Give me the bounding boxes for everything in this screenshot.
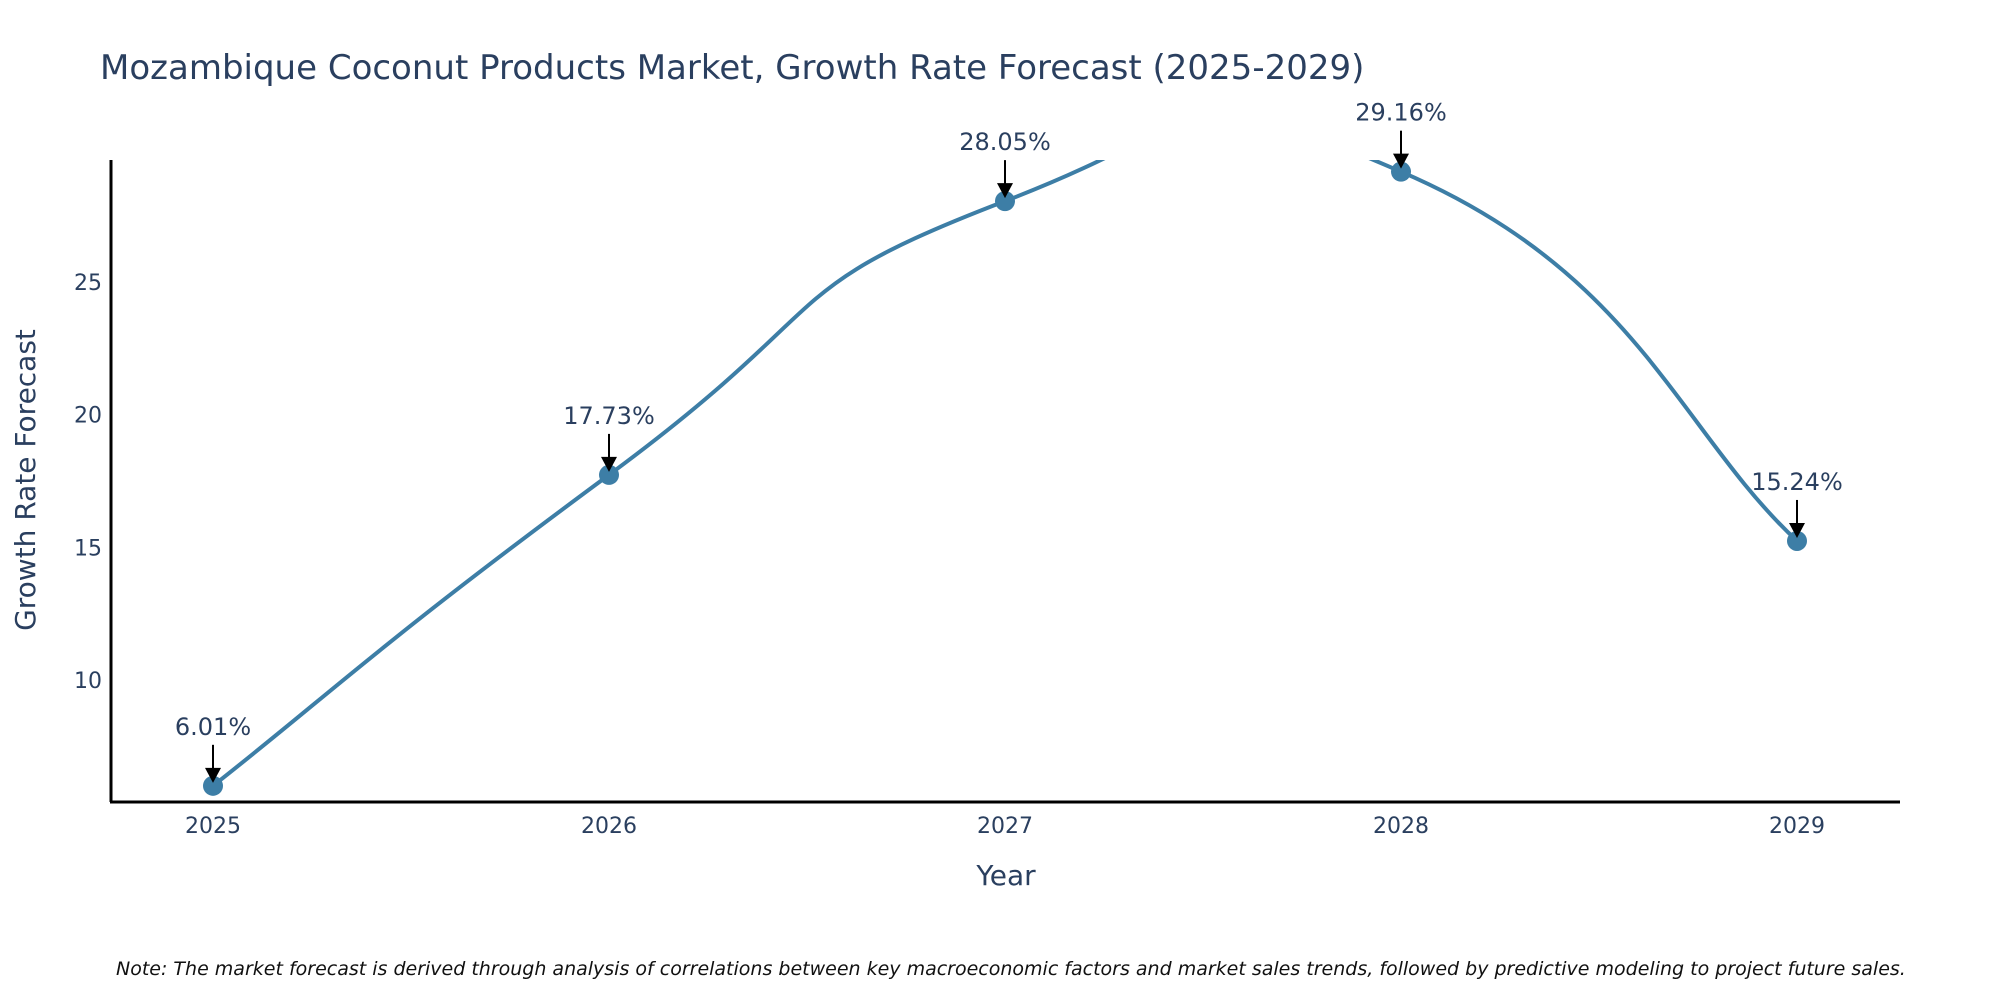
annotation-arrow-head (1789, 522, 1805, 538)
y-tick-label: 10 (74, 669, 102, 694)
x-tick-label: 2026 (581, 814, 637, 839)
data-label: 6.01% (175, 713, 251, 741)
data-point-marker (1391, 161, 1411, 182)
data-point-marker (599, 464, 619, 485)
annotation-arrow-head (997, 183, 1013, 199)
y-tick-label: 20 (74, 404, 102, 429)
y-axis-ticks: 10 15 20 25 (74, 271, 102, 694)
chart-note: Note: The market forecast is derived thr… (116, 958, 1906, 980)
data-markers (203, 161, 1807, 796)
y-tick-label: 15 (74, 536, 102, 561)
data-label: 17.73% (563, 402, 655, 430)
x-tick-label: 2027 (977, 814, 1033, 839)
annotation-arrow-head (205, 767, 221, 783)
y-tick-label: 25 (74, 271, 102, 296)
x-axis-title: Year (975, 859, 1036, 892)
annotation-arrow-head (1393, 153, 1409, 169)
data-annotations: 6.01% 17.73% 28.05% 29.16% 15.24% (175, 99, 1843, 783)
data-point-marker (995, 191, 1015, 212)
x-axis-ticks: 2025 2026 2027 2028 2029 (185, 814, 1825, 839)
series-line (211, 160, 1799, 788)
data-label: 29.16% (1355, 99, 1447, 127)
data-point-marker (203, 775, 223, 796)
data-label: 15.24% (1751, 468, 1843, 496)
chart-title: Mozambique Coconut Products Market, Grow… (100, 48, 1364, 88)
data-label: 28.05% (959, 128, 1051, 156)
x-tick-label: 2025 (185, 814, 241, 839)
y-axis-title: Growth Rate Forecast (9, 329, 42, 631)
x-tick-label: 2028 (1373, 814, 1429, 839)
annotation-arrow-head (601, 456, 617, 472)
x-tick-label: 2029 (1769, 814, 1825, 839)
data-point-marker (1787, 530, 1807, 551)
